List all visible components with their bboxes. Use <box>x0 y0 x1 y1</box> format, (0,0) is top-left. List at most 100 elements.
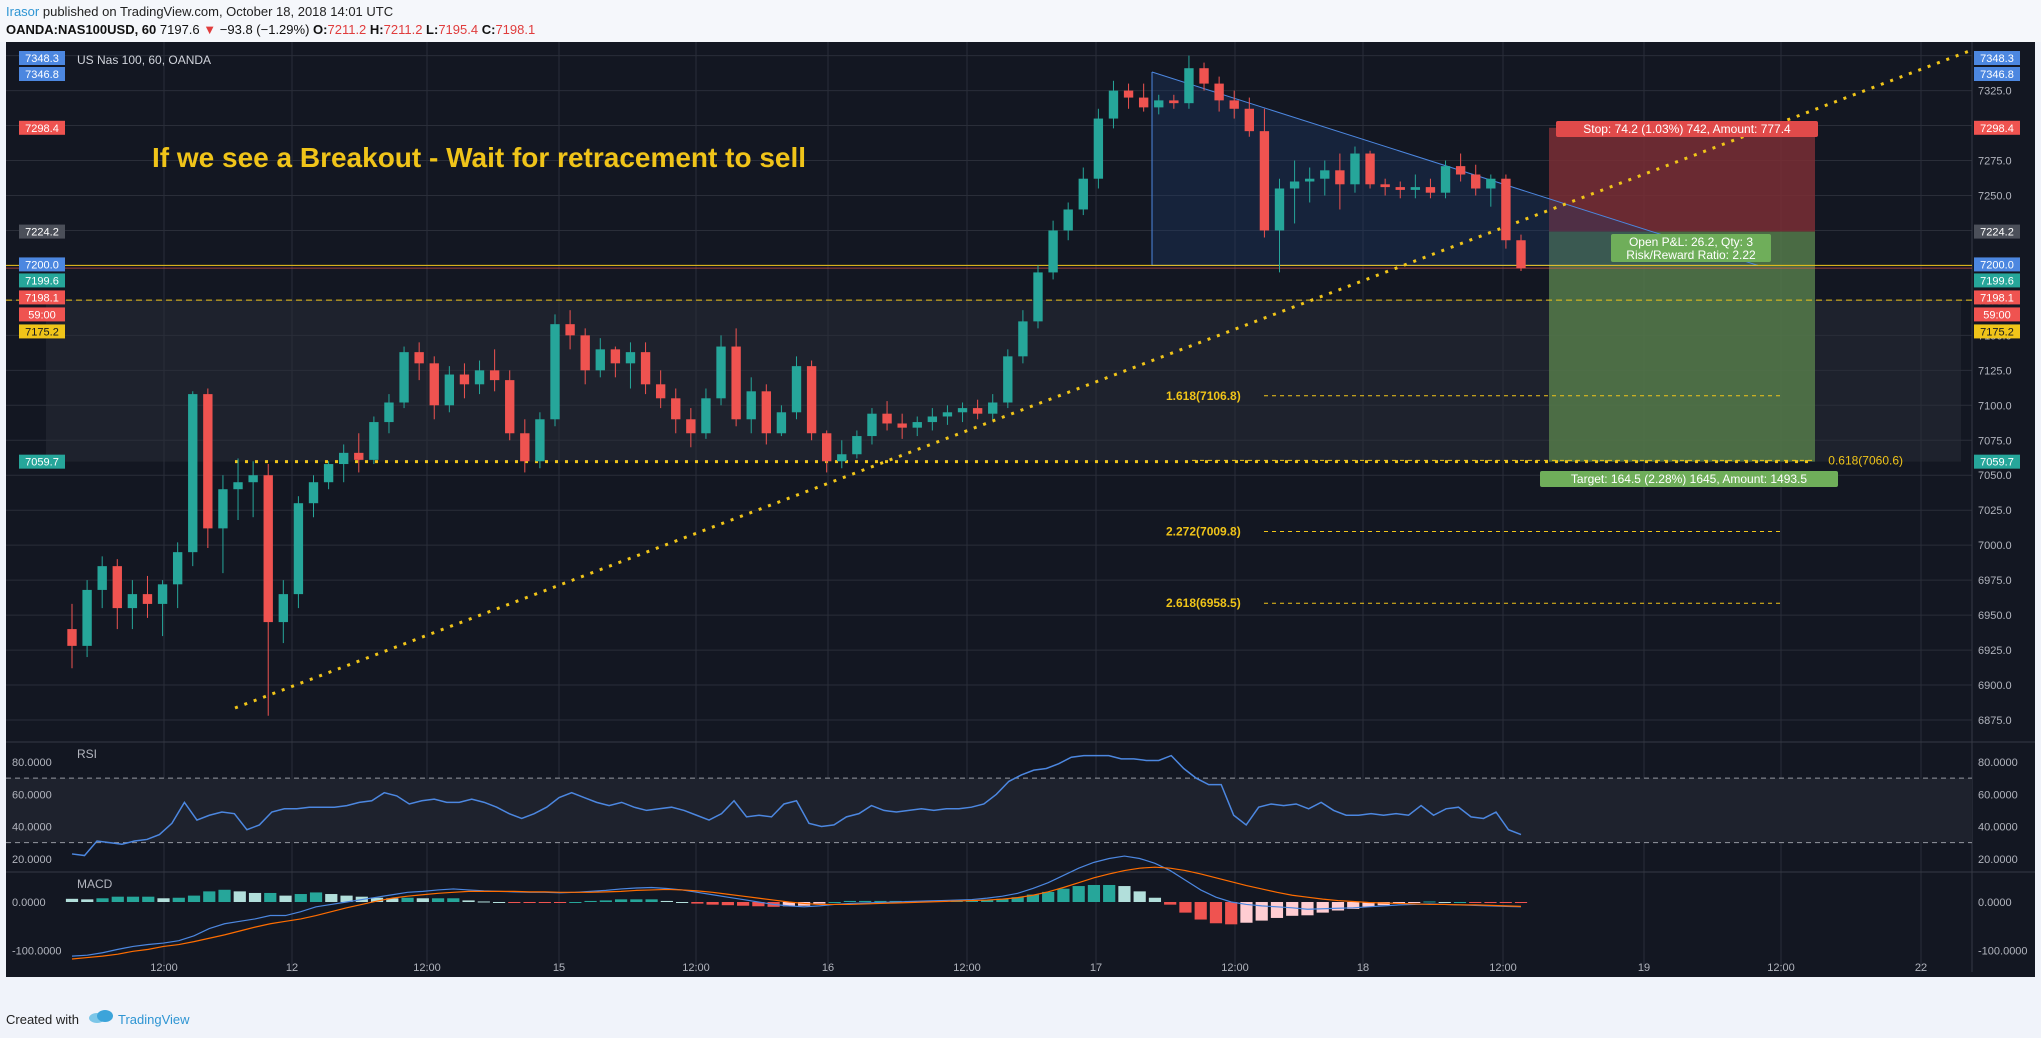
candle-body <box>640 352 651 385</box>
x-tick-label: 12:00 <box>953 962 981 974</box>
price-label-box <box>19 257 65 272</box>
candle-body <box>550 324 560 420</box>
candle-body <box>1350 153 1360 185</box>
macd-histogram-bar <box>386 898 399 902</box>
candle-body <box>1305 178 1315 182</box>
macd-histogram-bar <box>126 896 140 902</box>
y-tick-label: 6875.0 <box>1978 715 2012 727</box>
macd-label: MACD <box>77 877 113 891</box>
candle-body <box>142 594 153 604</box>
y-tick-label: 7000.0 <box>1978 540 2012 552</box>
macd-histogram-bar <box>1179 902 1192 913</box>
macd-histogram-bar <box>874 900 887 902</box>
macd-histogram-bar <box>813 902 826 904</box>
price-label-box <box>19 454 65 469</box>
macd-histogram-bar <box>1316 902 1329 913</box>
macd-histogram-bar <box>447 898 460 902</box>
candle-body <box>248 475 258 483</box>
low-label: L: <box>426 22 439 37</box>
macd-histogram-bar <box>294 894 307 902</box>
macd-histogram-bar <box>706 902 719 905</box>
author-link[interactable]: Irasor <box>6 4 40 19</box>
candle-body <box>1018 321 1028 357</box>
candle-body <box>912 422 922 428</box>
rsi-tick-label: 20.0000 <box>1978 854 2018 866</box>
macd-histogram-bar <box>1377 902 1390 906</box>
price-label-box <box>1974 290 2020 305</box>
price-label: 59:00 <box>1983 309 2011 321</box>
candle-body <box>671 398 681 420</box>
x-tick-label: 12:00 <box>1489 962 1517 974</box>
macd-histogram-bar <box>843 900 856 902</box>
candle-body <box>1274 188 1285 231</box>
macd-histogram-bar <box>1026 894 1040 902</box>
candle-body <box>1516 240 1526 269</box>
macd-histogram-bar <box>996 898 1009 902</box>
macd-histogram-bar <box>508 902 521 903</box>
macd-histogram-bar <box>279 895 292 902</box>
candle-body <box>1229 100 1239 109</box>
macd-histogram-bar <box>1469 902 1482 903</box>
macd-histogram-bar <box>645 899 658 902</box>
macd-histogram-bar <box>859 900 872 902</box>
y-tick-label: 7125.0 <box>1978 365 2012 377</box>
tradingview-link[interactable]: TradingView <box>118 1012 190 1027</box>
y-tick-label: 6975.0 <box>1978 575 2012 587</box>
price-label-box <box>19 224 65 239</box>
macd-tick-label: 0.0000 <box>1978 897 2012 909</box>
macd-histogram-bar <box>370 897 384 902</box>
candle-body <box>1063 209 1073 231</box>
candle-body <box>1138 97 1149 108</box>
candle-body <box>97 566 107 590</box>
fib-level-label: 2.272(7009.8) <box>1166 524 1241 538</box>
macd-histogram-bar <box>1209 902 1223 924</box>
price-label: 7224.2 <box>1980 227 2014 239</box>
candle-body <box>822 433 832 462</box>
candle-body <box>489 370 500 381</box>
price-label-box <box>19 51 65 65</box>
candle-body <box>580 335 590 371</box>
price-label-box <box>1974 120 2020 135</box>
candle-body <box>957 408 968 413</box>
price-label: 7199.6 <box>1980 275 2014 287</box>
macd-histogram-bar <box>752 902 765 907</box>
close-value: 7198.1 <box>495 22 536 37</box>
candle-body <box>172 552 183 585</box>
x-tick-label: 18 <box>1357 962 1369 974</box>
macd-histogram-bar <box>416 898 429 902</box>
macd-histogram-bar <box>721 902 734 906</box>
macd-tick-label: -100.0000 <box>1978 945 2028 957</box>
candle-body <box>1425 187 1436 193</box>
rsi-band <box>6 778 1972 843</box>
rsi-tick-label: 60.0000 <box>1978 789 2018 801</box>
macd-histogram-bar <box>1072 886 1085 902</box>
candle-body <box>1259 131 1270 231</box>
macd-histogram-bar <box>599 900 612 902</box>
macd-histogram-bar <box>691 902 704 904</box>
macd-histogram-bar <box>218 889 231 902</box>
macd-histogram-bar <box>676 902 689 903</box>
chart-panel[interactable]: 6875.0 6900.0 6925.0 6950.0 6975.0 7000.0 7025… <box>6 42 2035 977</box>
price-label: 7199.6 <box>25 275 59 287</box>
macd-histogram-bar <box>1148 897 1162 902</box>
macd-histogram-bar <box>1392 902 1406 904</box>
candle-body <box>1199 68 1209 84</box>
candle-body <box>1078 178 1088 210</box>
candle-body <box>1486 178 1496 189</box>
price-label: 7059.7 <box>1980 457 2014 469</box>
publish-header: Irasor published on TradingView.com, Oct… <box>0 0 2041 42</box>
macd-histogram-bar <box>401 897 414 902</box>
macd-histogram-bar <box>340 895 353 902</box>
candle-body <box>127 594 138 609</box>
candle-body <box>716 346 726 399</box>
macd-histogram-bar <box>477 901 490 903</box>
chart-title: US Nas 100, 60, OANDA <box>77 53 211 67</box>
macd-histogram-bar <box>142 896 155 902</box>
rsi-tick-label-left: 60.0000 <box>12 789 52 801</box>
candle-body <box>1380 184 1390 188</box>
macd-histogram-bar <box>782 902 795 907</box>
price-label: 7348.3 <box>25 53 59 65</box>
candle-body <box>1395 187 1405 190</box>
candle-body <box>882 413 892 424</box>
candle-body <box>369 422 379 460</box>
